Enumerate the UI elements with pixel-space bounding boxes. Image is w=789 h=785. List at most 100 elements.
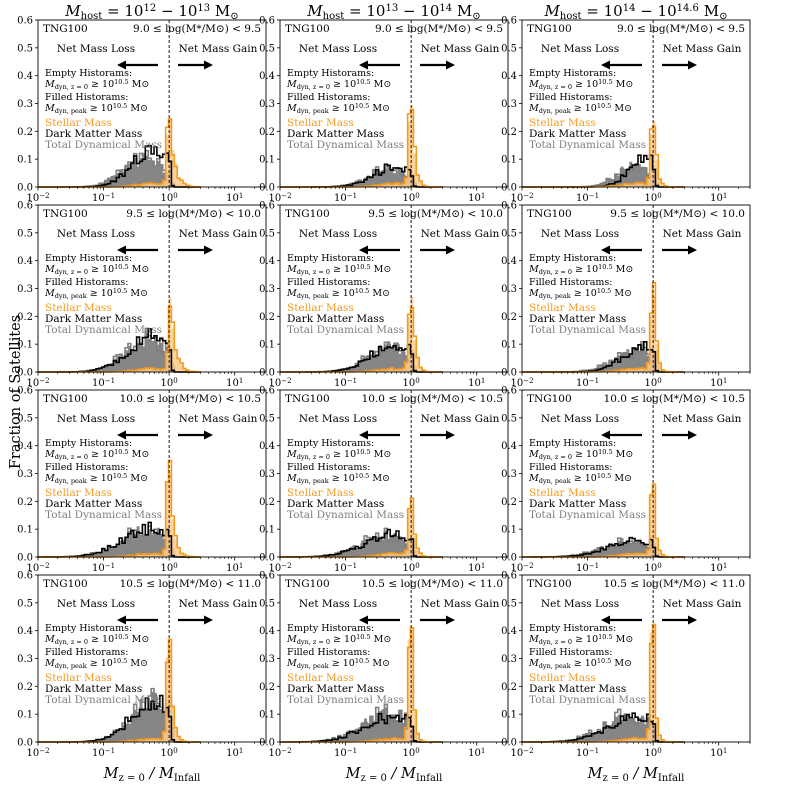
panel-r1-c0: 0.0 0.1 0.2 0.3 0.4 0.5 0.6 10−2 10−1 100 101 TNG10…: [17, 201, 267, 390]
y-tick-label: 0.6: [259, 201, 275, 212]
filled-hist-title: Filled Historams:: [529, 92, 612, 103]
y-tick-label: 0.3: [259, 284, 275, 295]
x-tick-label: 101: [710, 562, 727, 575]
simulation-label: TNG100: [285, 23, 330, 35]
mass-bin-label: 10.0 ≤ log(M*/M⊙) < 10.5: [604, 393, 745, 405]
y-tick-label: 0.2: [17, 682, 33, 693]
panel-background: [38, 390, 266, 557]
x-tick-label: 10−2: [268, 747, 291, 760]
x-tick-label: 10−1: [334, 377, 357, 390]
filled-hist-title: Filled Historams:: [45, 462, 128, 473]
y-tick-label: 0.6: [259, 386, 275, 397]
y-tick-label: 0.5: [17, 413, 33, 424]
y-tick-label: 0.5: [259, 413, 275, 424]
net-mass-loss-label: Net Mass Loss: [541, 43, 619, 55]
y-tick-label: 0.6: [17, 571, 33, 582]
panel-r0-c2: 0.0 0.1 0.2 0.3 0.4 0.5 0.6 10−2 10−1 100 101 TNG10…: [501, 16, 751, 204]
y-tick-label: 0.5: [17, 43, 33, 54]
panel-r1-c2: 0.0 0.1 0.2 0.3 0.4 0.5 0.6 10−2 10−1 100 101 TNG10…: [501, 201, 751, 390]
y-tick-label: 0.4: [17, 626, 33, 637]
filled-hist-condition: Mdyn, peak ≥ 1010.5 M⊙: [286, 472, 390, 486]
simulation-label: TNG100: [285, 208, 330, 220]
y-tick-label: 0.2: [501, 312, 517, 323]
x-tick-label: 10−1: [576, 377, 599, 390]
empty-hist-condition: Mdyn, z = 0 ≥ 1010.5 M⊙: [528, 633, 633, 647]
y-tick-label: 0.4: [501, 626, 517, 637]
y-tick-label: 0.1: [17, 340, 33, 351]
x-axis-label-1: Mz = 0 / MInfall: [345, 766, 443, 784]
total-dynamical-filled-hist: [38, 331, 201, 372]
y-tick-label: 0.2: [259, 682, 275, 693]
y-tick-label: 0.5: [501, 43, 517, 54]
legend-total-dynamical-mass: Total Dynamical Mass: [45, 694, 162, 706]
y-tick-label: 0.6: [501, 571, 517, 582]
x-tick-label: 100: [403, 562, 420, 575]
mass-bin-label: 9.5 ≤ log(M*/M⊙) < 10.0: [368, 208, 503, 220]
legend-stellar-mass: Stellar Mass: [45, 117, 112, 129]
empty-hist-condition: Mdyn, z = 0 ≥ 1010.5 M⊙: [44, 633, 149, 647]
simulation-label: TNG100: [43, 393, 88, 405]
net-mass-gain-label: Net Mass Gain: [663, 598, 742, 610]
net-mass-gain-label: Net Mass Gain: [663, 43, 742, 55]
x-tick-label: 10−2: [268, 192, 291, 205]
y-tick-label: 0.4: [259, 626, 275, 637]
empty-hist-condition: Mdyn, z = 0 ≥ 1010.5 M⊙: [286, 78, 391, 92]
total-dynamical-filled-hist: [280, 341, 443, 372]
y-tick-label: 0.2: [501, 127, 517, 138]
legend-dark-matter-mass: Dark Matter Mass: [287, 498, 384, 510]
simulation-label: TNG100: [285, 393, 330, 405]
filled-hist-condition: Mdyn, peak ≥ 1010.5 M⊙: [528, 287, 632, 301]
loss-arrow-head-icon: [359, 60, 368, 70]
empty-hist-title: Empty Historams:: [287, 68, 374, 79]
simulation-label: TNG100: [527, 23, 572, 35]
y-tick-label: 0.6: [259, 16, 275, 27]
column-title-2: Mhost = 1014 − 1014.6 M⊙: [544, 2, 728, 22]
legend-stellar-mass: Stellar Mass: [287, 302, 354, 314]
empty-hist-condition: Mdyn, z = 0 ≥ 1010.5 M⊙: [286, 448, 391, 462]
net-mass-gain-label: Net Mass Gain: [179, 413, 258, 425]
filled-hist-title: Filled Historams:: [287, 462, 370, 473]
filled-hist-title: Filled Historams:: [529, 647, 612, 658]
legend-total-dynamical-mass: Total Dynamical Mass: [45, 139, 162, 151]
stellar-filled-hist: [38, 117, 201, 187]
net-mass-loss-label: Net Mass Loss: [541, 413, 619, 425]
y-tick-label: 0.6: [17, 16, 33, 27]
gain-arrow-head-icon: [688, 60, 697, 70]
panel-r3-c2: 0.0 0.1 0.2 0.3 0.4 0.5 0.6 10−2 10−1 100 101 TNG10…: [501, 571, 751, 760]
x-tick-label: 101: [226, 377, 243, 390]
legend-total-dynamical-mass: Total Dynamical Mass: [529, 139, 646, 151]
empty-hist-condition: Mdyn, z = 0 ≥ 1010.5 M⊙: [528, 78, 633, 92]
y-tick-label: 0.5: [17, 598, 33, 609]
empty-hist-title: Empty Historams:: [529, 253, 616, 264]
legend-stellar-mass: Stellar Mass: [287, 487, 354, 499]
filled-hist-condition: Mdyn, peak ≥ 1010.5 M⊙: [528, 102, 632, 116]
gain-arrow-head-icon: [204, 430, 213, 440]
x-tick-label: 10−2: [510, 562, 533, 575]
x-tick-label: 100: [161, 192, 178, 205]
panel-r3-c0: 0.0 0.1 0.2 0.3 0.4 0.5 0.6 10−2 10−1 100 101 TNG10…: [17, 571, 267, 759]
y-tick-label: 0.4: [259, 71, 275, 82]
net-mass-loss-label: Net Mass Loss: [299, 228, 377, 240]
simulation-label: TNG100: [43, 23, 88, 35]
legend-stellar-mass: Stellar Mass: [45, 302, 112, 314]
y-tick-label: 0.2: [17, 312, 33, 323]
y-tick-label: 0.6: [501, 386, 517, 397]
net-mass-loss-label: Net Mass Loss: [57, 413, 135, 425]
gain-arrow-head-icon: [204, 615, 213, 625]
x-tick-label: 10−2: [26, 377, 49, 390]
stellar-filled-hist: [522, 489, 685, 557]
panel-background: [522, 390, 750, 557]
empty-hist-title: Empty Historams:: [529, 68, 616, 79]
column-titles: Mhost = 1012 − 1013 M⊙ Mhost = 1013 − 101…: [64, 2, 727, 22]
x-tick-label: 10−1: [334, 747, 357, 760]
empty-hist-condition: Mdyn, z = 0 ≥ 1010.5 M⊙: [286, 633, 391, 647]
simulation-label: TNG100: [527, 393, 572, 405]
y-tick-label: 0.1: [501, 525, 517, 536]
loss-arrow-head-icon: [601, 60, 610, 70]
x-tick-label: 10−2: [510, 747, 533, 760]
loss-arrow-head-icon: [601, 430, 610, 440]
legend-dark-matter-mass: Dark Matter Mass: [287, 313, 384, 325]
y-tick-label: 0.3: [17, 654, 33, 665]
filled-hist-title: Filled Historams:: [529, 462, 612, 473]
simulation-label: TNG100: [527, 578, 572, 590]
